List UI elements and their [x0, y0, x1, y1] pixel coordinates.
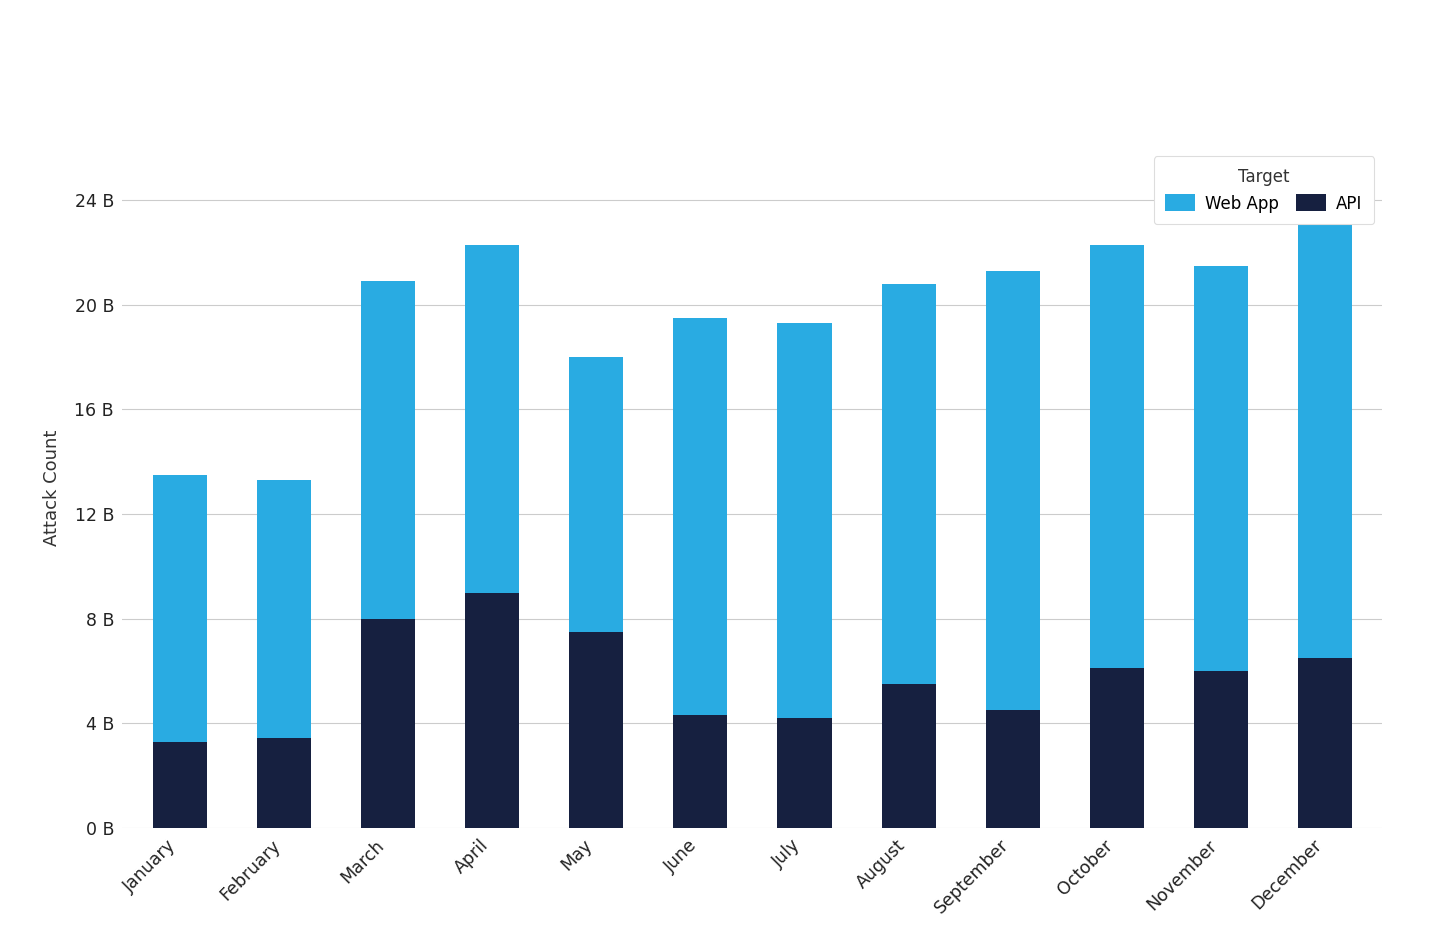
Bar [985, 710, 1040, 828]
Legend: Web App, API: Web App, API [1153, 156, 1374, 224]
Text: API Monthly Web Attacks: API Monthly Web Attacks [32, 34, 487, 66]
Bar [778, 718, 831, 828]
Bar [1090, 669, 1143, 828]
Bar [361, 619, 415, 828]
Bar [465, 593, 520, 828]
Bar [153, 475, 207, 742]
Text: January 1, 2023 – December 31, 2023: January 1, 2023 – December 31, 2023 [32, 92, 402, 112]
Y-axis label: Attack Count: Attack Count [43, 430, 60, 546]
Bar [153, 742, 207, 828]
Bar [674, 715, 727, 828]
Bar [465, 245, 520, 593]
Bar [1297, 658, 1352, 828]
Text: Akamai: Akamai [1313, 56, 1411, 80]
Bar [256, 737, 311, 828]
Bar [569, 632, 624, 828]
Bar [985, 271, 1040, 710]
Bar [1194, 671, 1248, 828]
Bar [778, 323, 831, 718]
Bar [1194, 265, 1248, 671]
Bar [256, 480, 311, 737]
Bar [1090, 245, 1143, 669]
Bar [1297, 216, 1352, 658]
Bar [361, 281, 415, 619]
Bar [881, 284, 936, 684]
Bar [569, 357, 624, 632]
Bar [674, 318, 727, 715]
Bar [881, 684, 936, 828]
